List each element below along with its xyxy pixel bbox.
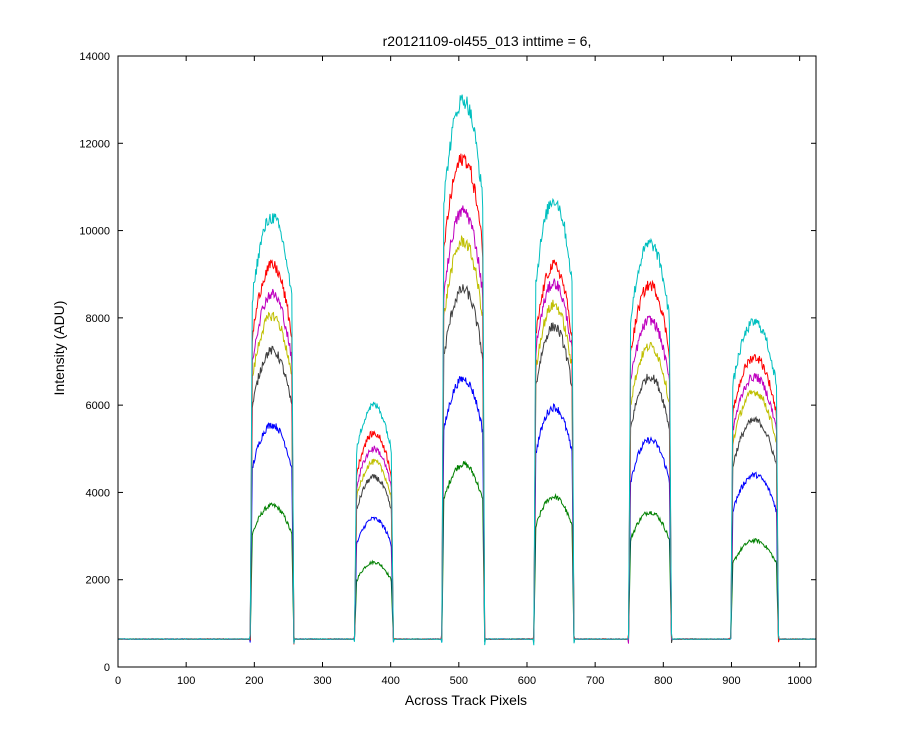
y-tick-label: 8000 — [86, 313, 110, 325]
series-line-7 — [117, 94, 817, 646]
y-tick-label: 14000 — [79, 51, 110, 63]
plot-area — [118, 56, 816, 667]
x-tick-label: 0 — [115, 675, 121, 687]
x-axis-label: Across Track Pixels — [405, 692, 527, 708]
x-tick-label: 800 — [654, 675, 672, 687]
x-tick-label: 200 — [245, 675, 263, 687]
y-tick-label: 4000 — [86, 487, 110, 499]
chart-title: r20121109-ol455_013 inttime = 6, — [383, 33, 592, 49]
x-tick-label: 1000 — [787, 675, 811, 687]
y-axis-label: Intensity (ADU) — [51, 301, 67, 396]
x-tick-label: 900 — [722, 675, 740, 687]
y-tick-label: 12000 — [79, 138, 110, 150]
x-tick-label: 300 — [313, 675, 331, 687]
series-layer — [117, 94, 817, 646]
ticks-layer: 0 100 200 300 400 500 600 700 800 900 100002000400… — [79, 51, 816, 687]
x-tick-label: 400 — [381, 675, 399, 687]
y-tick-label: 2000 — [86, 575, 110, 587]
y-tick-label: 0 — [104, 662, 110, 674]
x-tick-label: 500 — [450, 675, 468, 687]
plot-frame — [117, 55, 817, 668]
x-tick-label: 600 — [518, 675, 536, 687]
x-tick-label: 100 — [177, 675, 195, 687]
y-tick-label: 10000 — [79, 226, 110, 238]
y-tick-label: 6000 — [86, 400, 110, 412]
x-tick-label: 700 — [586, 675, 604, 687]
